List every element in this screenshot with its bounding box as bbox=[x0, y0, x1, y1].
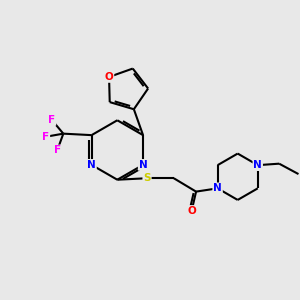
Text: F: F bbox=[42, 132, 49, 142]
Text: O: O bbox=[105, 72, 113, 82]
Text: F: F bbox=[54, 146, 61, 155]
Text: S: S bbox=[143, 173, 151, 183]
Text: N: N bbox=[254, 160, 262, 170]
Text: O: O bbox=[187, 206, 196, 216]
Text: N: N bbox=[87, 160, 96, 170]
Text: F: F bbox=[48, 115, 56, 125]
Text: N: N bbox=[213, 183, 222, 193]
Text: N: N bbox=[139, 160, 147, 170]
